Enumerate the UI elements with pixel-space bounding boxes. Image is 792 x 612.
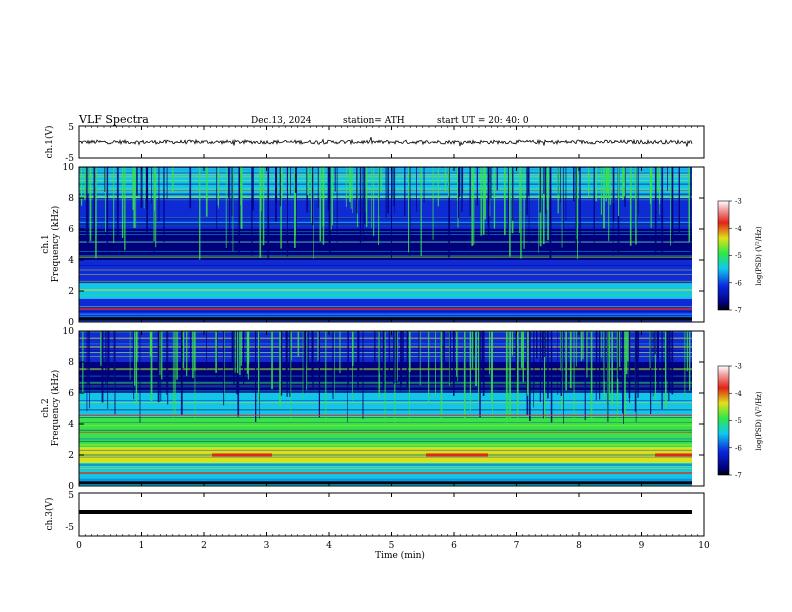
start-time-label: start UT = 20: 40: 0: [437, 116, 529, 126]
ch2-spec-ytick-0: 0: [68, 482, 74, 492]
xtick-3: 3: [264, 541, 270, 551]
ch1-spec-ylabel-top: ch.1: [41, 234, 51, 253]
ch1-spec-ytick-8: 8: [68, 194, 74, 204]
xtick-1: 1: [139, 541, 145, 551]
ch2-cbtick--4: -4: [735, 390, 742, 398]
ch1-spectrogram-image: [79, 167, 704, 323]
ch3-waveform-panel: 5 -5 ch.3(V): [44, 491, 705, 537]
ch1-cbtick--7: -7: [735, 307, 742, 315]
xtick-8: 8: [576, 541, 582, 551]
ch1-spec-ytick-6: 6: [68, 225, 74, 235]
xtick-10: 10: [698, 541, 710, 551]
ch1-colorbar: log(PSD) (V²/Hz) -3 -4 -5 -6 -7: [717, 198, 763, 315]
ch2-spec-ytick-2: 2: [68, 451, 74, 461]
ch1-waveform-panel: 5 -5 ch.1(V): [44, 123, 705, 164]
xtick-5: 5: [389, 541, 395, 551]
xtick-0: 0: [76, 541, 82, 551]
ch1-spec-ytick-2: 2: [68, 287, 74, 297]
ch2-spectrogram-panel: 0 2 4 6 8 10 ch.2 Frequency (kHz): [41, 327, 705, 492]
ch2-colorbar: log(PSD) (V²/Hz) -3 -4 -5 -6 -7: [717, 363, 763, 480]
ch2-spec-ytick-4: 4: [68, 420, 74, 430]
spec-band-1: [79, 283, 692, 299]
ch1-spectrogram-panel: 0 2 4 6 8 10 ch.1 Frequency (kHz): [41, 163, 705, 328]
ch2-spec-ytick-8: 8: [68, 358, 74, 368]
ch1-ytick-bottom: -5: [65, 154, 74, 164]
xtick-6: 6: [451, 541, 457, 551]
xtick-7: 7: [514, 541, 520, 551]
ch2-spec-ylabel: Frequency (kHz): [50, 370, 61, 447]
ch2-cbtick--3: -3: [735, 363, 742, 371]
ch3-ytick-bottom: -5: [65, 523, 74, 533]
ch1-spec-ytick-0: 0: [68, 318, 74, 328]
ch3-ylabel: ch.3(V): [44, 498, 55, 531]
ch1-cbtick--3: -3: [735, 198, 742, 206]
xtick-2: 2: [201, 541, 207, 551]
ch1-spec-ytick-10: 10: [63, 163, 75, 173]
ch1-ytick-top: 5: [68, 123, 74, 133]
xtick-4: 4: [326, 541, 332, 551]
ch2-spectrogram-image: [79, 331, 704, 487]
ch2-cbtick--5: -5: [735, 417, 742, 425]
ch3-ytick-top: 5: [68, 491, 74, 501]
xaxis-label: Time (min): [375, 550, 425, 561]
figure-title: VLF Spectra: [78, 113, 149, 126]
time-axis: 0 1 2 3 4 5 6 7 8 9 10: [76, 126, 710, 551]
ch1-spec-ytick-4: 4: [68, 256, 74, 266]
ch1-cbtick--4: -4: [735, 225, 742, 233]
ch2-spec-ylabel-top: ch.2: [41, 398, 51, 417]
ch2-cbtick--7: -7: [735, 472, 742, 480]
ch1-waveform-line: [78, 136, 693, 147]
ch2-colorbar-label: log(PSD) (V²/Hz): [755, 391, 763, 450]
ch1-cbtick--6: -6: [735, 279, 742, 287]
ch1-cbtick--5: -5: [735, 252, 742, 260]
station-label: station= ATH: [343, 116, 405, 126]
ch1-spec-ylabel: Frequency (kHz): [50, 206, 61, 283]
ch2-spec-ytick-6: 6: [68, 389, 74, 399]
ch2-cbtick--6: -6: [735, 444, 742, 452]
ch2-spec-ytick-10: 10: [63, 327, 75, 337]
ch1-ylabel: ch.1(V): [44, 126, 55, 159]
ch1-colorbar-label: log(PSD) (V²/Hz): [755, 226, 763, 285]
xtick-9: 9: [639, 541, 645, 551]
date-label: Dec.13, 2024: [251, 116, 312, 126]
